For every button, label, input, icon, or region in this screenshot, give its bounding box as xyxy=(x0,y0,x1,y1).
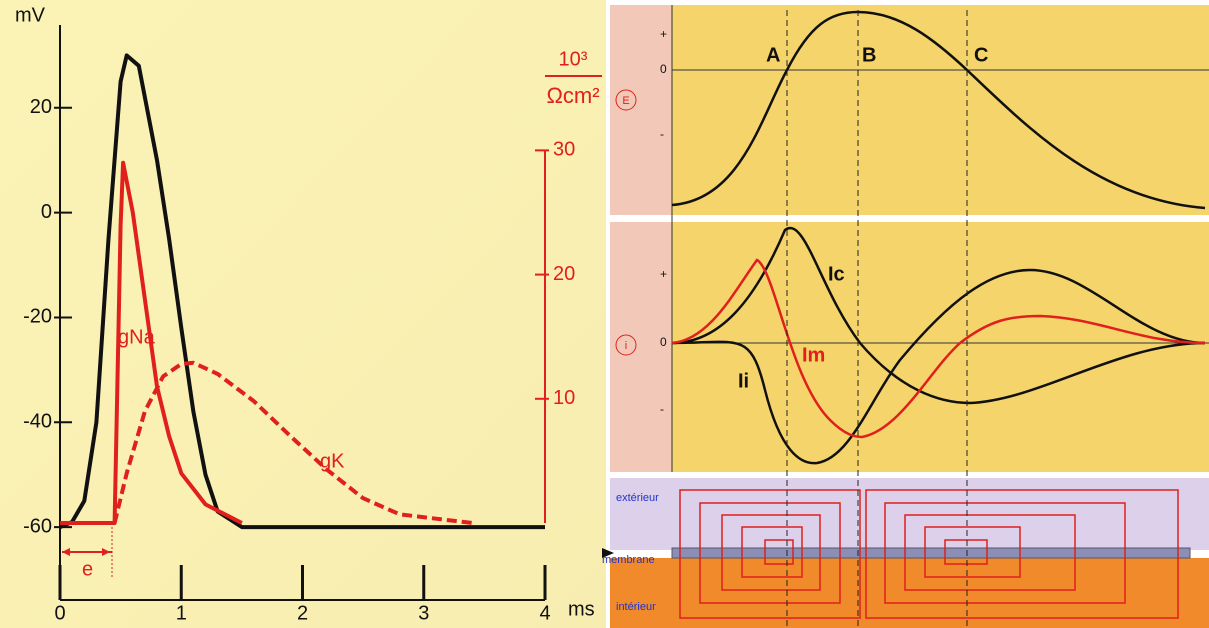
annotation: e xyxy=(82,558,93,580)
x-tick-label: 4 xyxy=(539,602,550,624)
loop xyxy=(924,526,1021,578)
loop xyxy=(699,502,841,604)
e-arrow xyxy=(102,548,110,556)
panel-tick: 0 xyxy=(660,62,667,76)
panel-badge xyxy=(615,89,637,111)
loop xyxy=(764,539,794,565)
panel-label: E xyxy=(622,95,629,107)
loop xyxy=(679,489,861,619)
curve-label: Im xyxy=(802,344,825,366)
region-label: membrane xyxy=(602,554,655,566)
y2-tick-label: 10 xyxy=(553,387,575,409)
panel-tick: + xyxy=(660,27,667,41)
panel-e xyxy=(610,5,1209,215)
membrane-bar xyxy=(671,547,1191,559)
x-axis-label: ms xyxy=(568,598,595,620)
interior xyxy=(610,558,1209,628)
series-label: gNa xyxy=(118,326,156,348)
ic-curve xyxy=(671,226,1206,405)
x-tick-label: 3 xyxy=(418,602,429,624)
loop xyxy=(741,526,803,578)
y-tick-label: -60 xyxy=(23,515,52,537)
current-loops xyxy=(679,489,1179,619)
panel-tick: - xyxy=(660,127,664,141)
y-tick-label: -20 xyxy=(23,306,52,328)
panel-label: i xyxy=(625,340,627,352)
loop xyxy=(865,489,1179,619)
y2-tick-label: 30 xyxy=(553,139,575,161)
y2-tick-label: 20 xyxy=(553,263,575,285)
loop xyxy=(904,514,1076,591)
loop xyxy=(721,514,821,591)
series-label: gK xyxy=(320,450,345,472)
curve-label: Ii xyxy=(738,370,749,392)
panel-strip xyxy=(610,222,672,472)
series-line xyxy=(59,53,545,530)
left-background xyxy=(0,0,606,628)
im-curve xyxy=(671,258,1206,439)
y2-label-bottom: Ωcm² xyxy=(546,83,599,108)
y-tick-label: -40 xyxy=(23,411,52,433)
diagram: A B C E i + 0 - + 0 - Ic Ii Im extérieur… xyxy=(602,5,1209,628)
y-tick-label: 0 xyxy=(41,201,52,223)
y-tick-label: 20 xyxy=(30,96,52,118)
series-line xyxy=(60,160,243,525)
y-axis-label: mV xyxy=(15,4,46,26)
region-label: extérieur xyxy=(616,492,659,504)
panel-tick: + xyxy=(660,267,667,281)
panel-badge xyxy=(615,334,637,356)
panel-strip xyxy=(610,5,672,215)
left-chart: mV ms 10³ Ωcm² e -60 -40 -20 0 20 10 20 30 0 1 2 3 4… xyxy=(15,4,602,624)
curve-label: Ic xyxy=(828,263,845,285)
marker-label: B xyxy=(862,44,876,66)
e-arrow xyxy=(62,548,70,556)
marker-label: C xyxy=(974,44,988,66)
x-tick-label: 0 xyxy=(54,602,65,624)
x-tick-label: 2 xyxy=(297,602,308,624)
marker-label: A xyxy=(766,44,780,66)
loop xyxy=(884,502,1126,604)
panel-tick: 0 xyxy=(660,335,667,349)
panel-tick: - xyxy=(660,402,664,416)
x-tick-label: 1 xyxy=(176,602,187,624)
e-curve xyxy=(671,10,1206,210)
series-line xyxy=(112,360,473,525)
loop xyxy=(944,539,988,565)
y2-label-top: 10³ xyxy=(559,48,588,70)
region-label: intérieur xyxy=(616,601,656,613)
membrane-arrow xyxy=(602,548,614,558)
ii-curve xyxy=(671,268,1206,465)
